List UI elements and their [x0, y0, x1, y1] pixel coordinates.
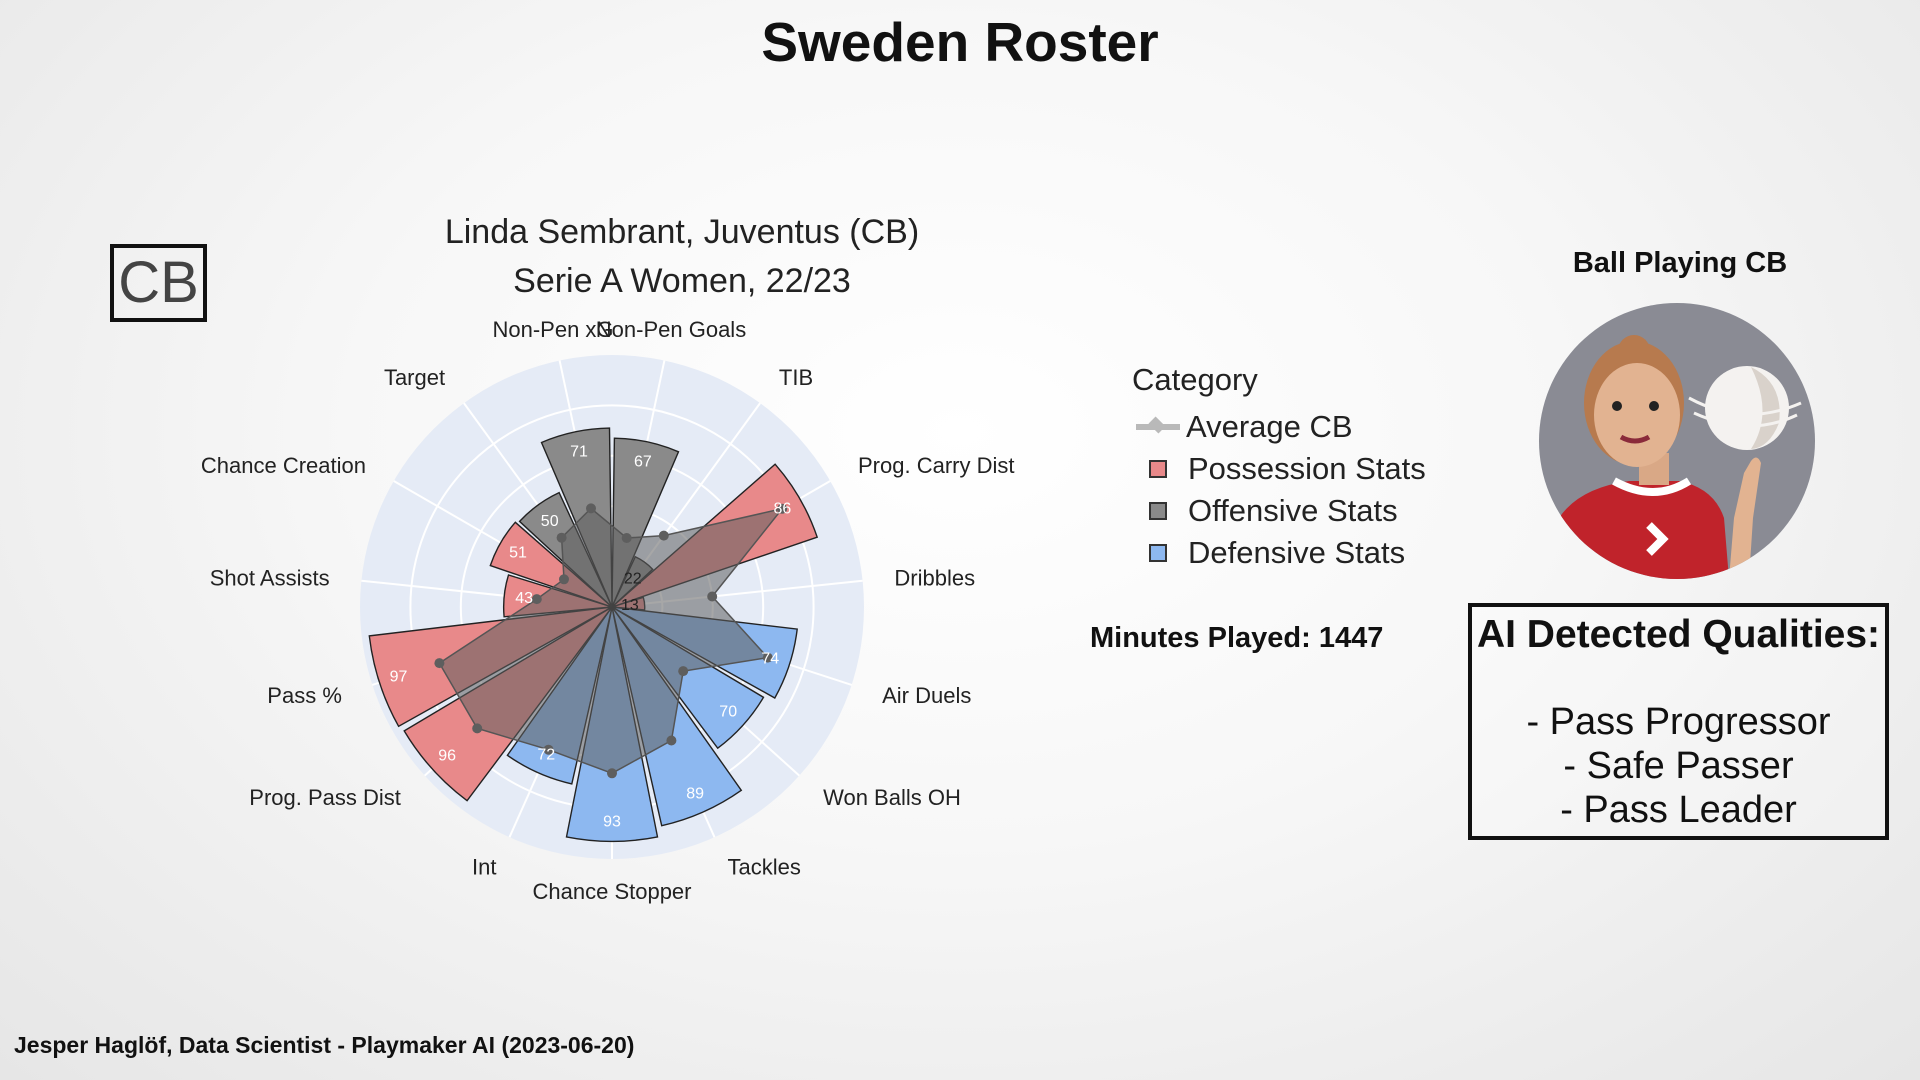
data-label: 22: [624, 570, 642, 587]
archetype-label: Ball Playing CB: [1572, 247, 1788, 279]
data-label: 70: [719, 704, 737, 721]
category-label: Tackles: [728, 854, 801, 879]
legend-swatch-possession: [1149, 460, 1167, 478]
data-label: 86: [774, 501, 792, 518]
average-cb-marker: [777, 503, 788, 514]
legend-line-swatch: [1136, 422, 1180, 432]
legend-item-offensive[interactable]: Offensive Stats: [1132, 490, 1426, 532]
legend-item-average-cb[interactable]: Average CB: [1132, 406, 1426, 448]
category-label: Int: [472, 854, 496, 879]
category-label: Pass %: [267, 683, 342, 708]
category-label: Chance Stopper: [533, 879, 692, 904]
data-label: 97: [390, 668, 408, 685]
average-cb-marker: [586, 503, 596, 514]
legend-swatch-offensive: [1149, 502, 1167, 520]
average-cb-marker: [707, 591, 718, 602]
minutes-played: Minutes Played: 1447: [1090, 622, 1384, 654]
average-cb-marker: [434, 658, 445, 669]
category-label: Dribbles: [894, 565, 975, 590]
average-cb-marker: [531, 594, 542, 605]
average-cb-marker: [666, 735, 677, 746]
data-label: 67: [634, 453, 652, 470]
quality-item: - Safe Passer: [1563, 745, 1794, 787]
average-cb-marker: [762, 652, 773, 663]
average-cb-marker: [658, 530, 669, 541]
chart-title: Linda Sembrant, Juventus (CB): [445, 213, 919, 251]
data-label: 93: [603, 813, 621, 830]
data-label: 13: [621, 597, 639, 614]
legend-swatch-defensive: [1149, 544, 1167, 562]
data-label: 89: [686, 786, 704, 803]
data-label: 74: [761, 650, 779, 667]
average-cb-marker: [678, 666, 689, 677]
data-label: 50: [541, 513, 559, 530]
data-label: 96: [438, 748, 456, 765]
qualities-list: - Pass Progressor - Safe Passer - Pass L…: [1472, 700, 1885, 832]
average-cb-marker: [472, 723, 483, 734]
legend-title: Category: [1132, 362, 1258, 397]
chart-subtitle: Serie A Women, 22/23: [513, 262, 851, 300]
category-label: Won Balls OH: [823, 785, 961, 810]
average-cb-marker: [543, 744, 554, 755]
player-avatar-icon: [1539, 303, 1815, 579]
data-label: 43: [515, 590, 533, 607]
chart-legend: Category Average CB Possession Stats Off…: [1132, 362, 1426, 574]
average-cb-marker: [621, 533, 632, 543]
category-label: Target: [384, 365, 445, 390]
legend-item-defensive[interactable]: Defensive Stats: [1132, 532, 1426, 574]
category-label: Air Duels: [882, 683, 971, 708]
category-label: TIB: [779, 365, 813, 390]
category-label: Prog. Pass Dist: [249, 785, 401, 810]
qualities-box: AI Detected Qualities: - Pass Progressor…: [1468, 603, 1889, 840]
average-cb-marker: [607, 768, 617, 779]
legend-label: Offensive Stats: [1188, 493, 1398, 528]
data-label: 51: [509, 545, 527, 562]
data-label: 72: [537, 747, 555, 764]
category-label: Shot Assists: [210, 565, 330, 590]
quality-item: - Pass Leader: [1560, 789, 1797, 831]
category-label: Prog. Carry Dist: [858, 453, 1014, 478]
footer-credit: Jesper Haglöf, Data Scientist - Playmake…: [14, 1032, 635, 1058]
position-badge: CB: [110, 244, 207, 322]
legend-item-possession[interactable]: Possession Stats: [1132, 448, 1426, 490]
category-label: Non-Pen xG: [492, 317, 613, 342]
average-cb-area: [438, 507, 785, 775]
legend-label: Possession Stats: [1188, 451, 1426, 486]
category-label: Non-Pen Goals: [596, 317, 746, 342]
category-label: Chance Creation: [201, 453, 366, 478]
page-title: Sweden Roster: [761, 11, 1159, 73]
data-label: 71: [570, 444, 588, 461]
legend-label: Average CB: [1186, 409, 1353, 444]
average-cb-marker: [556, 532, 567, 543]
quality-item: - Pass Progressor: [1526, 701, 1831, 743]
legend-label: Defensive Stats: [1188, 535, 1406, 570]
qualities-title: AI Detected Qualities:: [1476, 613, 1881, 656]
radar-chart: Linda Sembrant, Juventus (CB) Serie A Wo…: [201, 213, 1015, 904]
average-cb-marker: [559, 574, 569, 585]
